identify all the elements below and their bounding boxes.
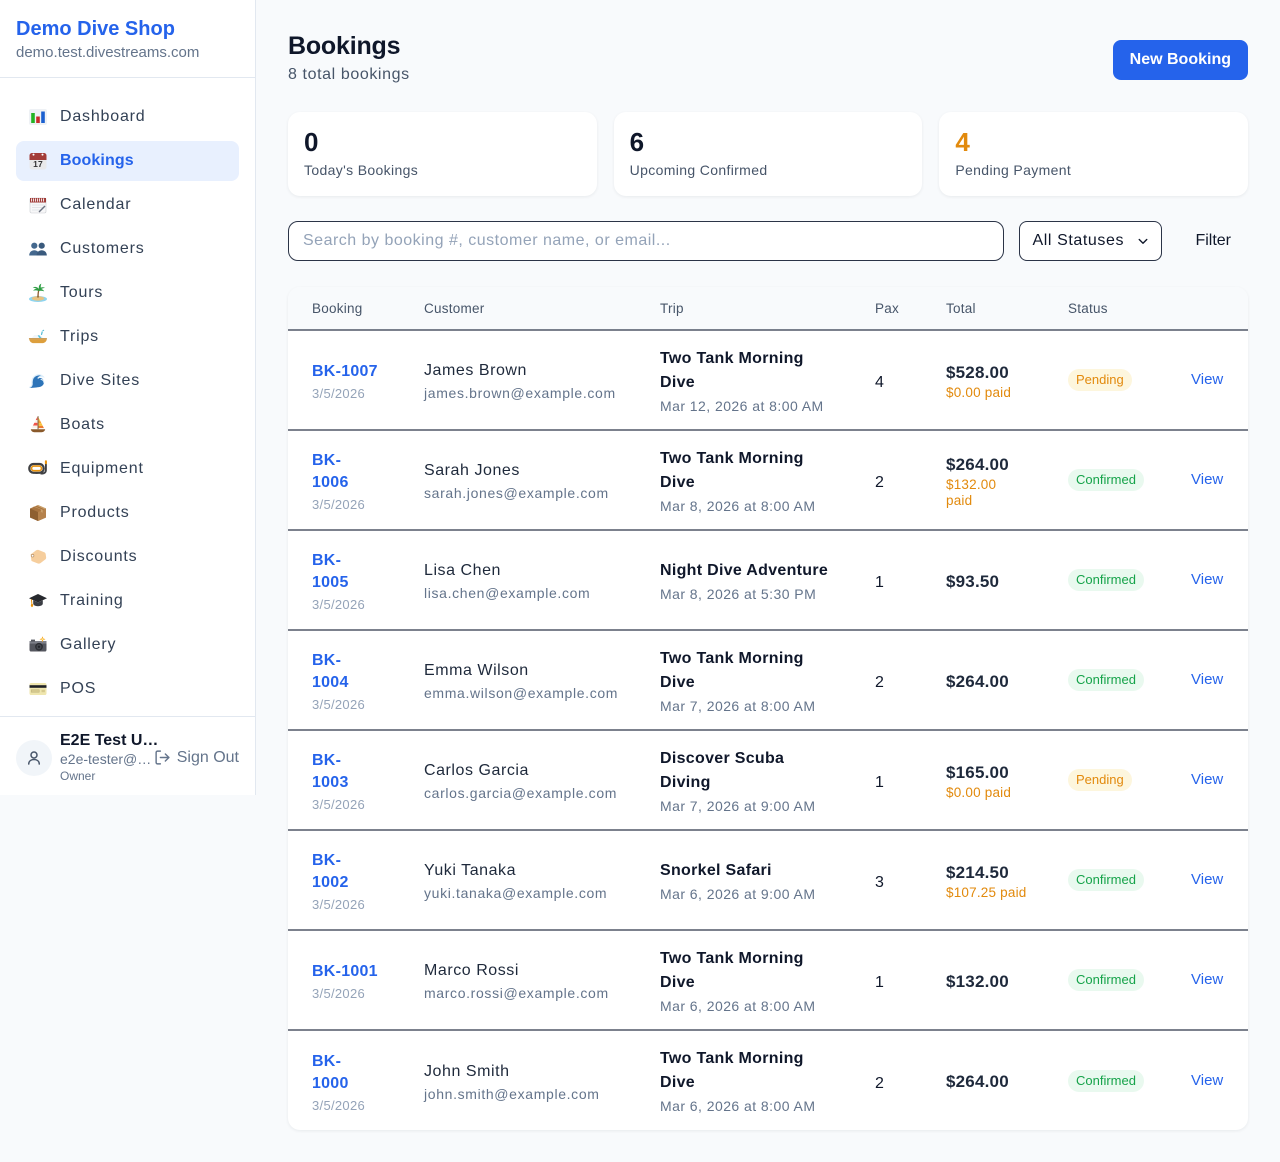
svg-text:17: 17	[33, 159, 43, 169]
